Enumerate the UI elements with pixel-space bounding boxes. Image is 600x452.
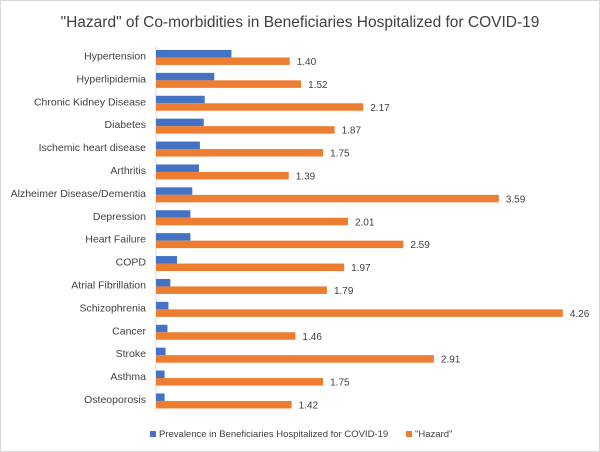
bar-hazard: [156, 355, 434, 363]
legend-label-prevalence: Prevalence in Beneficiaries Hospitalized…: [159, 429, 388, 440]
category-label: Heart Failure: [85, 234, 146, 246]
legend-swatch-prevalence: [150, 431, 156, 437]
category-label: Cancer: [112, 325, 146, 337]
legend-label-hazard: "Hazard": [415, 429, 452, 440]
category-label: Osteoporosis: [84, 394, 146, 406]
data-label-hazard: 1.39: [296, 171, 316, 182]
data-label-hazard: 3.59: [506, 194, 526, 205]
category-label: Stroke: [116, 348, 147, 360]
data-label-hazard: 2.59: [410, 240, 430, 251]
data-label-hazard: 1.40: [297, 57, 317, 68]
bar-hazard: [156, 240, 404, 249]
bar-hazard: [156, 103, 364, 111]
bar-hazard: [156, 149, 324, 157]
bar-prevalence: [156, 49, 232, 58]
bar-hazard: [156, 378, 324, 386]
category-label: Depression: [93, 211, 146, 223]
data-label-hazard: 1.46: [302, 332, 322, 343]
bar-prevalence: [156, 370, 165, 379]
category-label: Arthritis: [110, 165, 146, 177]
data-label-hazard: 2.01: [355, 217, 375, 228]
data-label-hazard: 1.75: [330, 149, 350, 160]
category-label: Chronic Kidney Disease: [34, 96, 146, 108]
bar-hazard: [156, 286, 327, 294]
data-label-hazard: 1.52: [308, 80, 328, 91]
data-label-hazard: 1.42: [299, 400, 319, 411]
category-label: Schizophrenia: [79, 302, 146, 314]
data-label-hazard: 1.97: [351, 263, 371, 274]
bar-hazard: [156, 217, 348, 226]
data-label-hazard: 1.75: [330, 378, 350, 389]
bar-hazard: [156, 263, 345, 272]
bar-hazard: [156, 309, 563, 317]
bar-prevalence: [156, 141, 200, 150]
bar-hazard: [156, 332, 296, 340]
bar-prevalence: [156, 187, 193, 195]
bar-prevalence: [156, 324, 168, 333]
category-label: Atrial Fibrillation: [71, 279, 146, 291]
category-label: Hyperlipidemia: [77, 73, 147, 85]
bar-prevalence: [156, 393, 165, 401]
bar-prevalence: [156, 72, 215, 81]
category-label: Alzheimer Disease/Dementia: [11, 188, 147, 200]
bar-hazard: [156, 400, 292, 409]
bar-prevalence: [156, 118, 204, 127]
bar-prevalence: [156, 278, 171, 287]
bar-prevalence: [156, 233, 191, 241]
chart-title: "Hazard" of Co-morbidities in Beneficiar…: [61, 14, 540, 31]
bar-prevalence: [156, 95, 205, 104]
data-label-hazard: 4.26: [570, 309, 590, 320]
data-label-hazard: 2.91: [441, 355, 461, 366]
bar-prevalence: [156, 347, 166, 356]
bar-hazard: [156, 126, 335, 134]
bar-prevalence: [156, 256, 178, 264]
bar-hazard: [156, 194, 499, 203]
data-label-hazard: 1.79: [334, 286, 354, 297]
category-label: COPD: [116, 257, 147, 269]
data-label-hazard: 2.17: [370, 103, 390, 114]
category-label: Diabetes: [105, 119, 146, 131]
bar-prevalence: [156, 210, 191, 218]
bar-prevalence: [156, 164, 199, 172]
bar-prevalence: [156, 301, 169, 310]
category-label: Ischemic heart disease: [39, 142, 147, 154]
data-label-hazard: 1.87: [342, 126, 362, 137]
bar-hazard: [156, 171, 289, 180]
legend-swatch-hazard: [406, 431, 412, 437]
category-label: Hypertension: [84, 50, 146, 62]
bar-hazard: [156, 57, 290, 65]
bar-hazard: [156, 80, 302, 88]
legend: Prevalence in Beneficiaries Hospitalized…: [150, 429, 452, 440]
category-label: Asthma: [110, 371, 146, 383]
